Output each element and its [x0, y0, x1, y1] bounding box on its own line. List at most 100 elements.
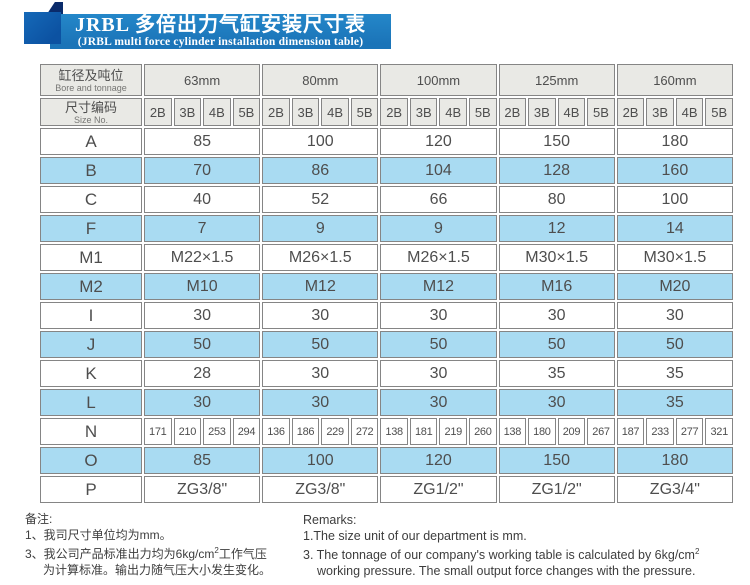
value-cell: 14: [616, 215, 733, 242]
notes-en-line3-text: 3. The tonnage of our company's working …: [303, 548, 695, 563]
notes-zh-line3-post: 工作气压: [218, 547, 267, 561]
value-cell: 180: [616, 128, 733, 155]
header-size-80mm-4B: 4B: [321, 98, 349, 126]
value-cell: 180: [616, 447, 733, 474]
value-cell: 35: [498, 360, 615, 387]
value-cell: 85: [144, 128, 261, 155]
dimension-table: 缸径及吨位 Bore and tonnage 63mm 80mm 100mm 125mm 1…: [38, 62, 735, 505]
value-cell: 30: [262, 389, 379, 416]
row-label-K: K: [40, 360, 142, 387]
value-cell: 52: [262, 186, 379, 213]
value-cell: 136: [262, 418, 290, 445]
value-cell: 209: [557, 418, 586, 445]
header-size-125mm-4B: 4B: [557, 98, 586, 126]
notes-zh-line3: 3、我公司产品标准出力均为6kg/cm2工作气压: [25, 543, 271, 562]
header-size-160mm-3B: 3B: [646, 98, 674, 126]
row-label-J: J: [40, 331, 142, 358]
value-cell: 160: [616, 157, 733, 184]
table-row-I: I 30 30 30 30 30: [40, 302, 733, 329]
value-cell: 50: [262, 331, 379, 358]
value-cell: 138: [380, 418, 408, 445]
header-size-63mm-3B: 3B: [173, 98, 202, 126]
table-row-C: C 40 52 66 80 100: [40, 186, 733, 213]
bore-tonnage-label-en: Bore and tonnage: [55, 83, 127, 93]
value-cell: 9: [380, 215, 497, 242]
value-cell: 100: [616, 186, 733, 213]
value-cell: 86: [262, 157, 379, 184]
value-cell: 30: [144, 389, 261, 416]
table-row-P: P ZG3/8" ZG3/8" ZG1/2" ZG1/2" ZG3/4": [40, 476, 733, 503]
row-label-M2: M2: [40, 273, 142, 300]
header-group-125mm: 125mm: [498, 64, 615, 96]
value-cell: M26×1.5: [262, 244, 379, 271]
value-cell: 253: [203, 418, 231, 445]
header-size-80mm-2B: 2B: [262, 98, 290, 126]
value-cell: M10: [144, 273, 261, 300]
notes-en-line3-sup: 2: [694, 547, 700, 556]
table-row-J: J 50 50 50 50 50: [40, 331, 733, 358]
value-cell: ZG3/4": [616, 476, 733, 503]
row-label-N: N: [40, 418, 142, 445]
value-cell: 30: [380, 302, 497, 329]
header-size-160mm-4B: 4B: [675, 98, 704, 126]
value-cell: 120: [380, 447, 497, 474]
header-group-160mm: 160mm: [616, 64, 733, 96]
value-cell: ZG3/8": [144, 476, 261, 503]
value-cell: 12: [498, 215, 615, 242]
notes-zh-line3-text: 3、我公司产品标准出力均为6kg/cm: [25, 547, 215, 561]
value-cell: 181: [409, 418, 438, 445]
value-cell: 180: [528, 418, 556, 445]
table-row-N: N 171 210 253 294 136 186 229 272 138 181 219 260 138…: [40, 418, 733, 445]
value-cell: M26×1.5: [380, 244, 497, 271]
value-cell: 35: [616, 389, 733, 416]
value-cell: 40: [144, 186, 261, 213]
value-cell: 85: [144, 447, 261, 474]
value-cell: 50: [144, 331, 261, 358]
header-row-size: 尺寸编码 Size No. 2B 3B 4B 5B 2B 3B 4B 5B 2B 3B 4B 5B 2B 3B…: [40, 98, 733, 126]
size-no-label-en: Size No.: [73, 115, 108, 125]
value-cell: 219: [439, 418, 468, 445]
value-cell: 50: [498, 331, 615, 358]
value-cell: M12: [380, 273, 497, 300]
size-no-label-zh: 尺寸编码: [64, 100, 117, 115]
header-size-63mm-4B: 4B: [203, 98, 231, 126]
row-label-F: F: [40, 215, 142, 242]
row-label-B: B: [40, 157, 142, 184]
value-cell: 277: [675, 418, 704, 445]
header-size-125mm-5B: 5B: [587, 98, 615, 126]
value-cell: 70: [144, 157, 261, 184]
value-cell: 30: [262, 360, 379, 387]
row-label-A: A: [40, 128, 142, 155]
table-row-K: K 28 30 30 35 35: [40, 360, 733, 387]
value-cell: M20: [616, 273, 733, 300]
notes-en: Remarks: 1.The size unit of our departme…: [303, 512, 699, 579]
value-cell: 9: [262, 215, 379, 242]
value-cell: 187: [616, 418, 645, 445]
value-cell: 267: [587, 418, 615, 445]
value-cell: 66: [380, 186, 497, 213]
value-cell: 50: [380, 331, 497, 358]
header-size-100mm-5B: 5B: [469, 98, 497, 126]
header-size-100mm-4B: 4B: [439, 98, 468, 126]
header-size-125mm-3B: 3B: [528, 98, 556, 126]
row-label-M1: M1: [40, 244, 142, 271]
row-label-L: L: [40, 389, 142, 416]
value-cell: M16: [498, 273, 615, 300]
notes-zh: 备注: 1、我司尺寸单位均为mm。 3、我公司产品标准出力均为6kg/cm2工作…: [25, 511, 271, 578]
value-cell: 150: [498, 447, 615, 474]
bore-tonnage-label: 缸径及吨位 Bore and tonnage: [40, 64, 142, 96]
table-row-F: F 7 9 9 12 14: [40, 215, 733, 242]
header-group-63mm: 63mm: [144, 64, 261, 96]
value-cell: 186: [291, 418, 320, 445]
value-cell: 272: [350, 418, 379, 445]
value-cell: 30: [262, 302, 379, 329]
value-cell: 7: [144, 215, 261, 242]
header-size-100mm-2B: 2B: [380, 98, 408, 126]
value-cell: 229: [321, 418, 349, 445]
value-cell: 171: [144, 418, 172, 445]
table-row-M2: M2 M10 M12 M12 M16 M20: [40, 273, 733, 300]
value-cell: 233: [646, 418, 674, 445]
value-cell: 138: [498, 418, 527, 445]
value-cell: 30: [616, 302, 733, 329]
